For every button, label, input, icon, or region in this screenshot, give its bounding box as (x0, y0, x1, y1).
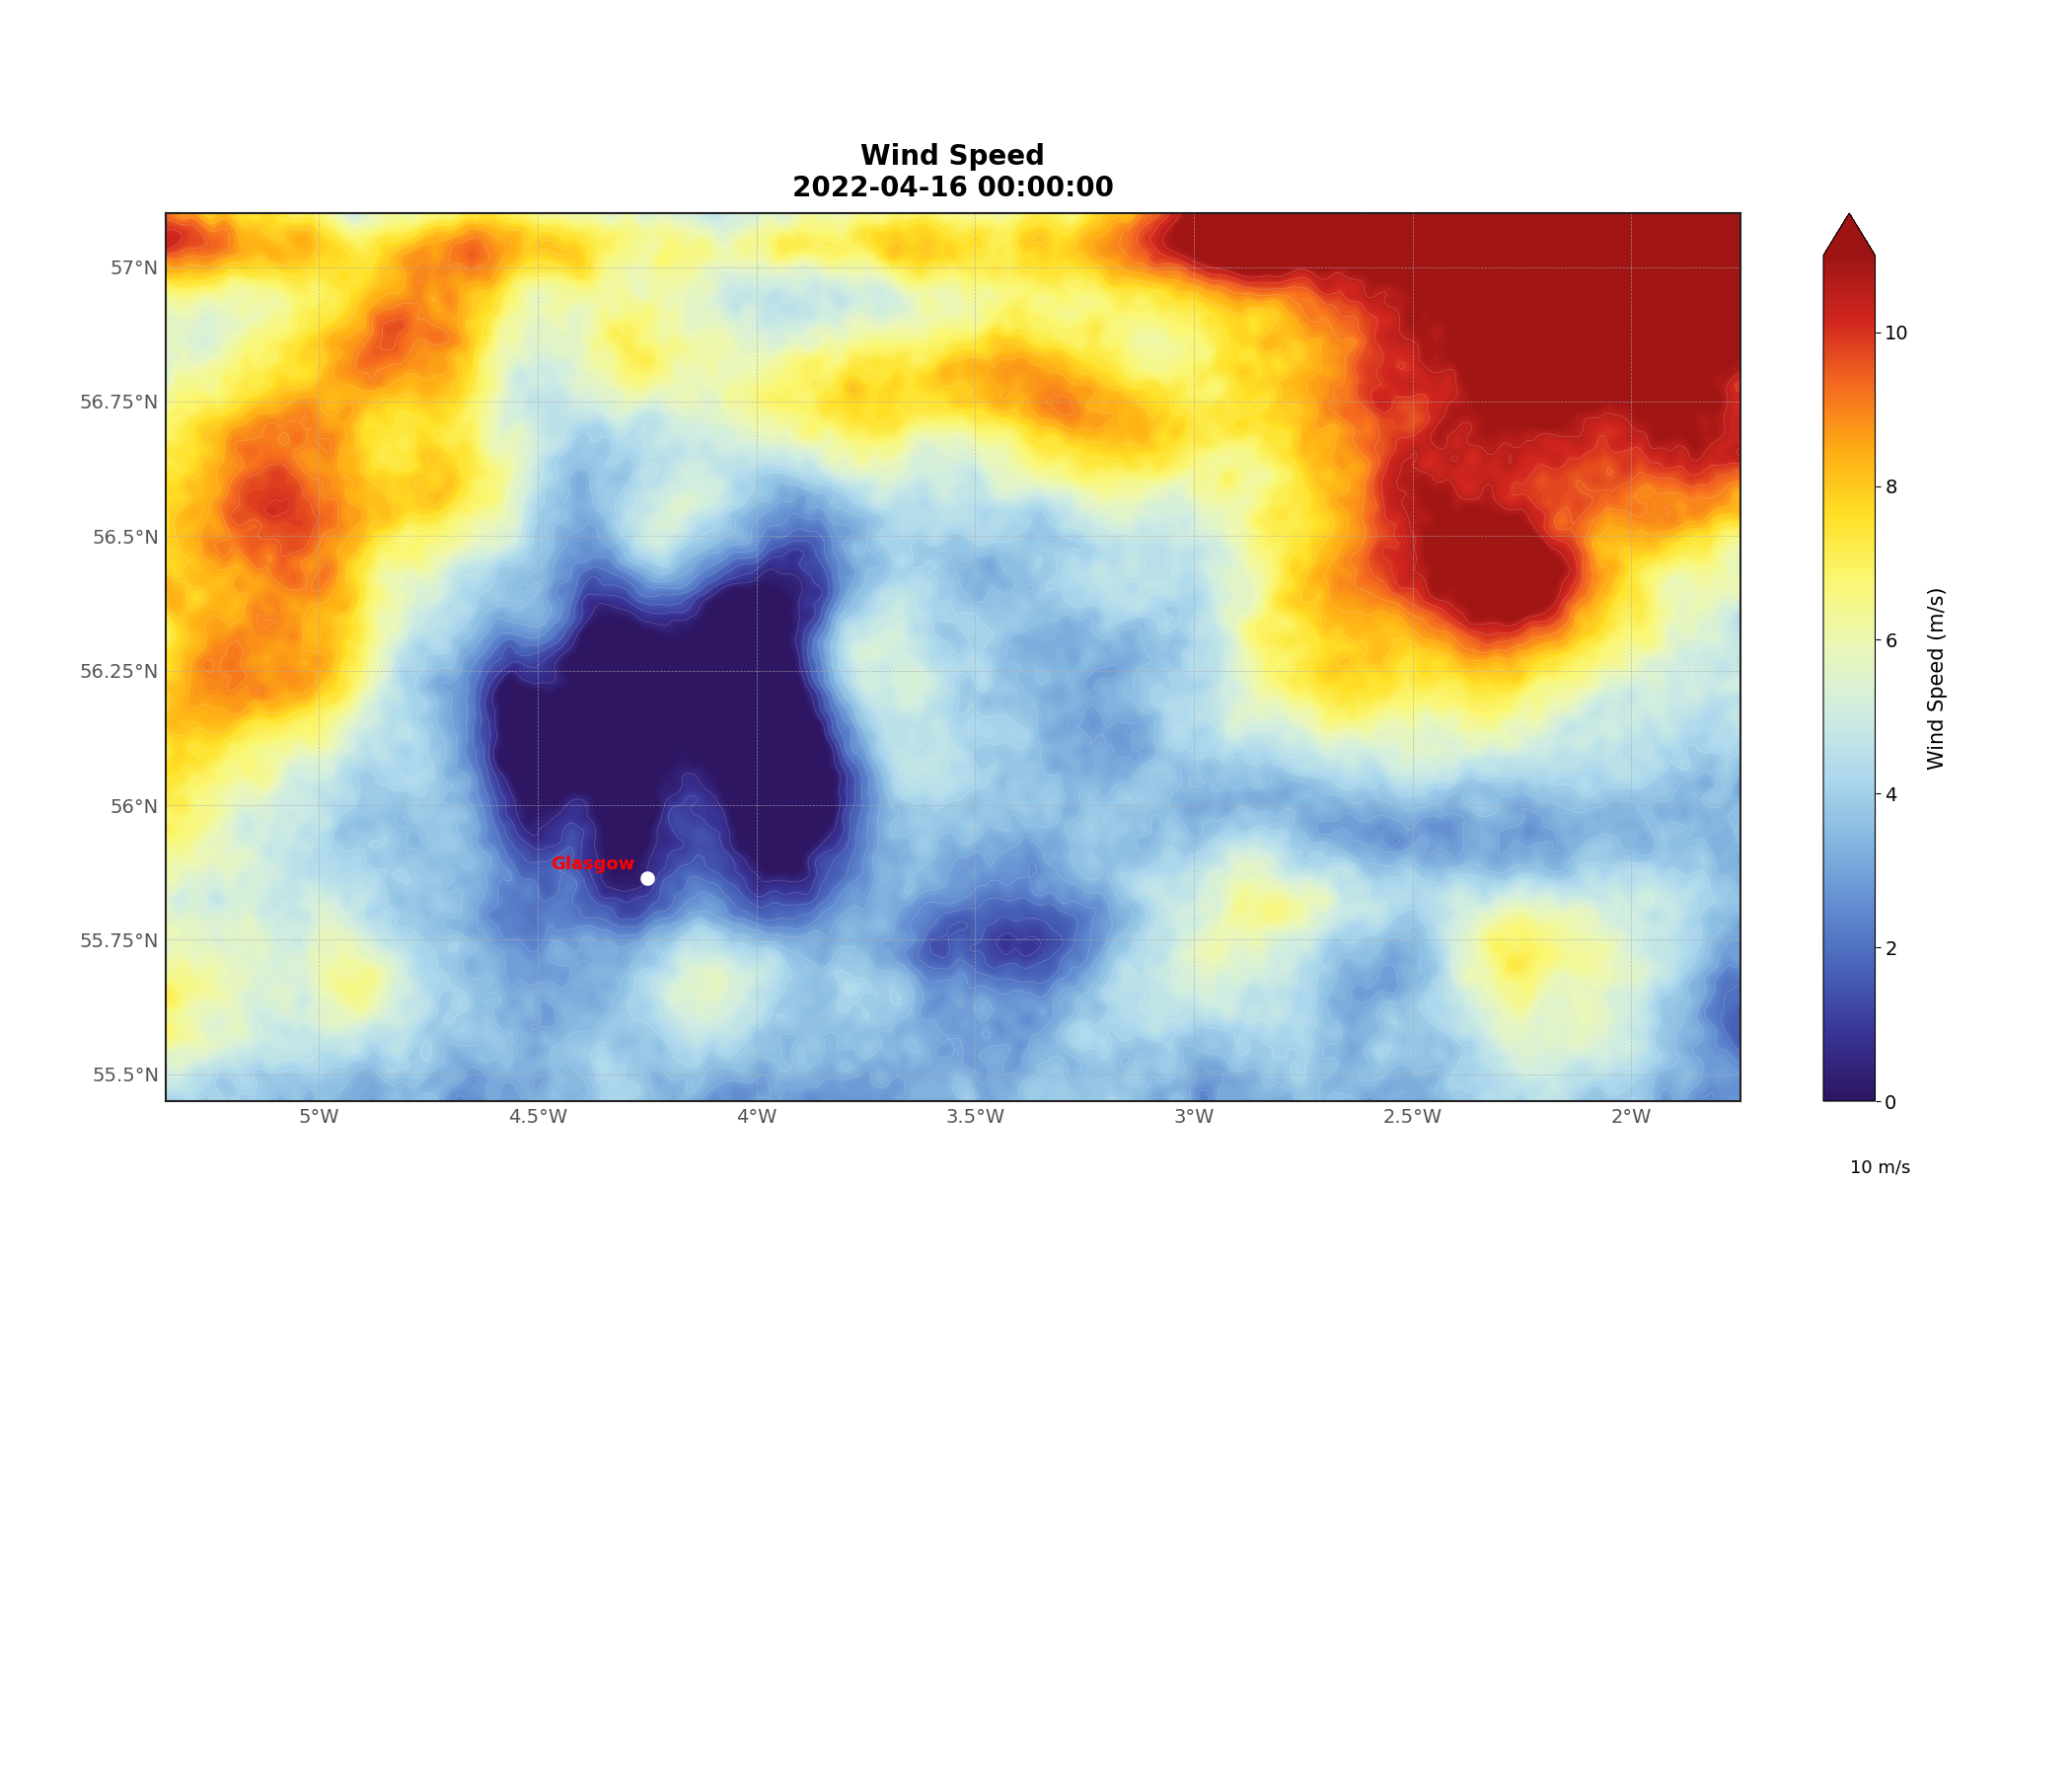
Title: Wind Speed
2022-04-16 00:00:00: Wind Speed 2022-04-16 00:00:00 (792, 144, 1115, 202)
Y-axis label: Wind Speed (m/s): Wind Speed (m/s) (1929, 586, 1948, 769)
Text: 10 m/s: 10 m/s (1850, 1158, 1910, 1176)
Text: Glasgow: Glasgow (551, 856, 634, 874)
PathPatch shape (1823, 213, 1875, 256)
